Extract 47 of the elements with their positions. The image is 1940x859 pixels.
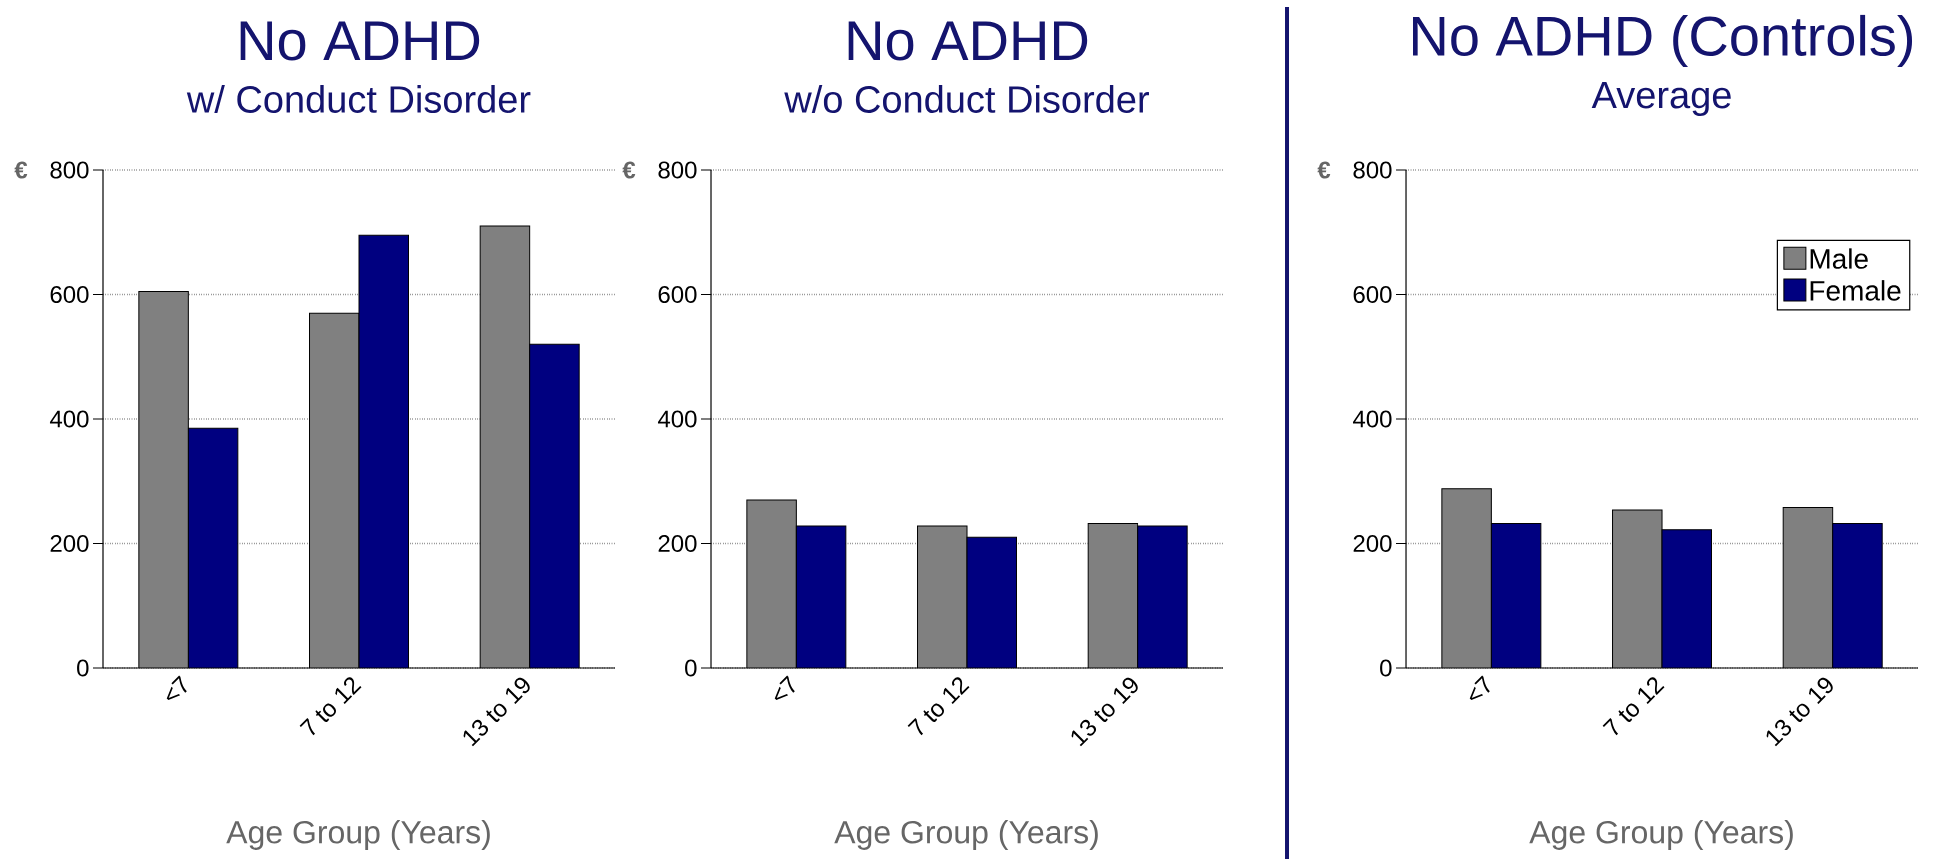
chart-title: No ADHD: [848, 21, 1088, 61]
bar: [188, 428, 238, 668]
y-tick-label: 400: [657, 410, 697, 428]
y-tick-label: 200: [50, 535, 89, 552]
y-tick-label: 600: [50, 286, 89, 303]
bar: [479, 225, 531, 668]
y-tick-label: 600: [1353, 286, 1392, 303]
x-tick-label: <7: [774, 675, 795, 701]
x-tick-label: <7: [166, 675, 187, 701]
y-tick-label: 400: [1352, 410, 1392, 428]
y-tick-label: 0: [1380, 659, 1392, 677]
x-tick-label: <7: [1469, 675, 1490, 701]
chart-subtitle: w/ Conduct Disorder: [186, 85, 531, 113]
y-tick-label: 800: [50, 161, 89, 179]
bar: [138, 291, 189, 668]
bar: [1612, 509, 1663, 668]
bar: [309, 313, 360, 668]
y-tick-label: 800: [658, 161, 697, 179]
chart-subtitle: Average: [1591, 81, 1731, 117]
y-axis-title: €: [622, 161, 636, 179]
y-tick-label: 200: [1353, 535, 1392, 552]
bar: [1782, 506, 1834, 668]
bar: [1441, 488, 1492, 668]
bar: [529, 343, 580, 668]
x-axis-title: Age Group (Years): [834, 820, 1098, 850]
x-tick-label: 13 to 19: [1071, 677, 1138, 747]
y-tick-label: 400: [49, 410, 89, 428]
x-tick-label: 13 to 19: [463, 677, 530, 747]
y-axis-title: €: [1317, 161, 1331, 179]
x-tick-label: 7 to 12: [299, 677, 362, 736]
x-tick-label: 7 to 12: [907, 677, 970, 736]
x-axis-title: Age Group (Years): [1529, 820, 1793, 850]
y-tick-label: 0: [685, 659, 697, 677]
x-axis-title: Age Group (Years): [226, 820, 490, 850]
x-tick-label: 13 to 19: [1766, 677, 1833, 747]
y-tick-label: 0: [77, 659, 89, 677]
x-tick-label: 7 to 12: [1602, 677, 1665, 736]
chart-subtitle: w/o Conduct Disorder: [784, 85, 1149, 113]
chart-title: No ADHD: [240, 21, 480, 61]
y-tick-label: 800: [1353, 161, 1392, 179]
y-tick-label: 600: [658, 286, 697, 303]
bar: [359, 235, 409, 668]
chart-title: No ADHD (Controls): [1413, 14, 1913, 68]
y-tick-label: 200: [658, 535, 697, 552]
y-axis-title: €: [14, 161, 28, 179]
legend-label: Female: [1810, 280, 1901, 301]
legend-label: Male: [1810, 248, 1868, 269]
